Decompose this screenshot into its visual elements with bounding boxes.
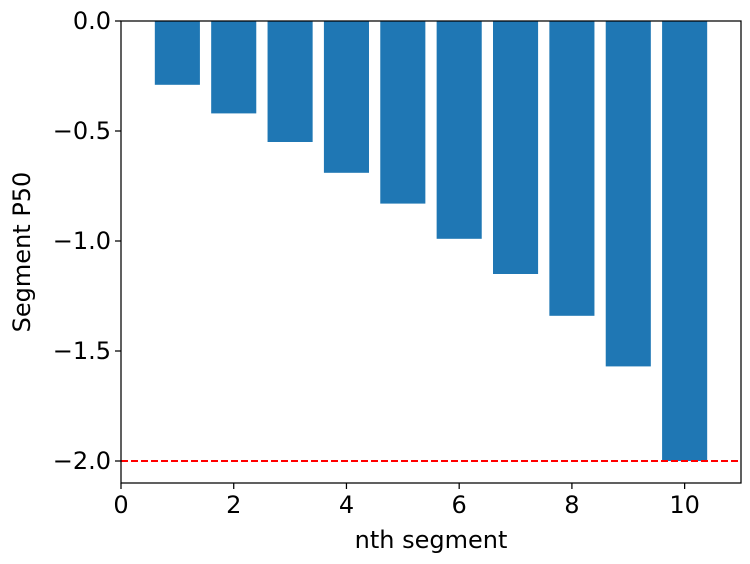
y-tick-label: −1.5 <box>53 337 111 365</box>
y-tick-label: −2.0 <box>53 447 111 475</box>
x-axis-label: nth segment <box>355 526 508 554</box>
x-tick-label: 6 <box>452 491 467 519</box>
y-axis-label: Segment P50 <box>8 172 36 333</box>
x-ticks-layer: 0 2 4 6 8 10 <box>113 483 700 519</box>
bar-1 <box>154 21 200 85</box>
bar-2 <box>211 21 257 114</box>
plot-frame <box>120 20 742 484</box>
y-ticks-layer: 0.0 −0.5 −1.0 −1.5 −2.0 <box>53 7 121 475</box>
bar-5 <box>380 21 426 204</box>
y-tick-label: 0.0 <box>73 7 111 35</box>
bar-3 <box>267 21 313 142</box>
y-tick-label: −0.5 <box>53 117 111 145</box>
x-tick-label: 8 <box>564 491 579 519</box>
bar-9 <box>605 21 651 367</box>
bar-6 <box>436 21 482 239</box>
bars-layer <box>154 21 708 461</box>
bar-7 <box>493 21 539 274</box>
x-tick-label: 0 <box>113 491 128 519</box>
x-tick-label: 2 <box>226 491 241 519</box>
x-tick-label: 4 <box>339 491 354 519</box>
bar-4 <box>323 21 369 173</box>
bar-8 <box>549 21 595 316</box>
bar-10 <box>662 21 708 461</box>
y-tick-label: −1.0 <box>53 227 111 255</box>
x-tick-label: 10 <box>669 491 700 519</box>
